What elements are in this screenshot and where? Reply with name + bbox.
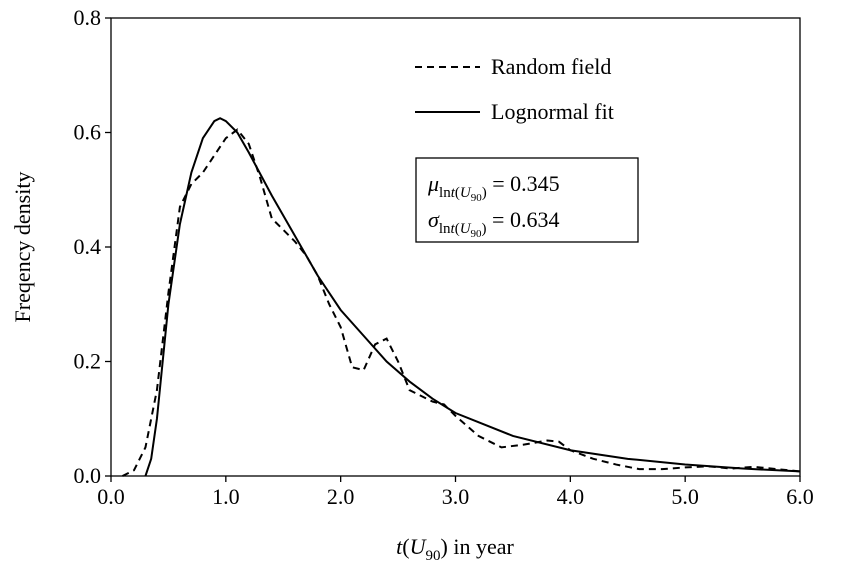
series-line [122, 128, 801, 477]
x-label-part: ( [402, 534, 409, 559]
legend-label: Lognormal fit [491, 99, 614, 124]
x-tick-label: 3.0 [442, 484, 470, 509]
annotation-part: ( [455, 185, 460, 201]
x-tick-label: 2.0 [327, 484, 355, 509]
annotation-text: μlnt(U90) = 0.345 [427, 171, 560, 204]
annotation-part: t [451, 221, 456, 237]
annotation-part: U [460, 221, 472, 237]
annotation-part: ln [439, 185, 451, 201]
annotation-part: t [451, 185, 456, 201]
x-tick-label: 6.0 [786, 484, 814, 509]
x-label-part: ) in year [441, 534, 515, 559]
annotation-part: U [460, 185, 472, 201]
y-tick-label: 0.6 [74, 120, 102, 145]
x-label-part: U [410, 534, 428, 559]
x-label-part: t [396, 534, 403, 559]
x-tick-label: 0.0 [97, 484, 125, 509]
annotation-part: ( [455, 221, 460, 237]
annotation-part: μ [427, 171, 439, 196]
annotation-part: = 0.345 [487, 171, 560, 196]
x-tick-label: 4.0 [557, 484, 585, 509]
x-tick-label: 1.0 [212, 484, 240, 509]
annotation-part: σ [428, 207, 440, 232]
annotation-part: 90 [471, 228, 483, 240]
y-tick-label: 0.2 [74, 349, 102, 374]
annotation-part: = 0.634 [487, 207, 560, 232]
series-line [144, 117, 801, 477]
plot-frame [110, 17, 801, 477]
legend-label: Random field [491, 54, 611, 79]
annotation-part: ) [482, 185, 487, 201]
y-tick-label: 0.0 [74, 463, 102, 488]
x-label-part: 90 [426, 548, 441, 564]
annotation-part: 90 [471, 192, 483, 204]
annotation-part: ln [439, 221, 451, 237]
y-axis-label: Freqency density [10, 172, 35, 323]
annotation-box [415, 157, 639, 243]
y-tick-label: 0.8 [74, 5, 102, 30]
x-tick-label: 5.0 [671, 484, 699, 509]
annotation-part: ) [482, 221, 487, 237]
x-axis-label: t(U90) in year [396, 534, 514, 564]
y-tick-label: 0.4 [74, 234, 102, 259]
annotation-text: σlnt(U90) = 0.634 [428, 207, 559, 240]
